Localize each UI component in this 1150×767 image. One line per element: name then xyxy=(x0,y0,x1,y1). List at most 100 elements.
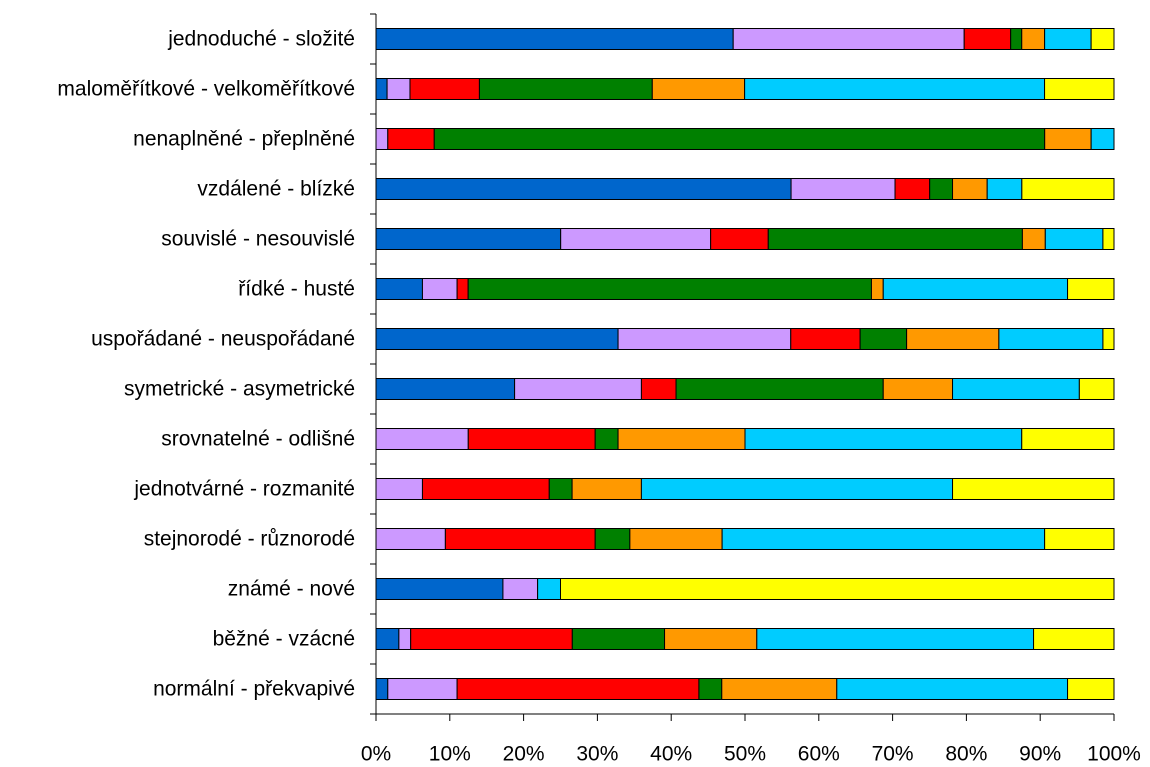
bar-segment-series-3 xyxy=(894,178,931,200)
category-label: běžné - vzácné xyxy=(213,628,355,651)
bar-segment-series-7 xyxy=(1021,178,1115,200)
bar-segment-series-5 xyxy=(617,428,746,450)
x-tick-label: 0% xyxy=(361,743,391,766)
bar-segment-series-5 xyxy=(571,478,642,500)
bar-segment-series-5 xyxy=(1021,28,1046,50)
bar-segment-series-1 xyxy=(375,178,792,200)
bar-segment-series-3 xyxy=(456,678,700,700)
tick-labels: 0% 10% 20% 30% 40% 50% 60% 70% 80% 90% 100% xyxy=(361,743,1141,766)
bar-segment-series-5 xyxy=(721,678,838,700)
bar-segment-series-6 xyxy=(744,428,1023,450)
category-label: známé - nové xyxy=(228,578,355,601)
category-label: jednoduché - složité xyxy=(167,28,355,51)
bar-segment-series-5 xyxy=(882,378,954,400)
x-tick-label: 10% xyxy=(429,743,471,766)
bar-segment-series-7 xyxy=(1044,78,1115,100)
bar-segment-series-2 xyxy=(502,578,539,600)
x-tick-label: 90% xyxy=(1019,743,1061,766)
category-label: vzdálené - blízké xyxy=(197,178,355,201)
category-label: jednotvárné - rozmanité xyxy=(133,478,355,501)
x-tick-label: 20% xyxy=(503,743,545,766)
bar-segment-series-1 xyxy=(375,628,400,650)
bar-segment-series-6 xyxy=(836,678,1069,700)
bar-segment-series-1 xyxy=(375,578,504,600)
bar-segment-series-7 xyxy=(1033,628,1115,650)
bar-segment-series-2 xyxy=(387,678,458,700)
bar-segment-series-4 xyxy=(594,428,619,450)
bar-segment-series-3 xyxy=(387,128,435,150)
bar-segment-series-3 xyxy=(410,628,573,650)
bar-segment-series-1 xyxy=(375,28,734,50)
bar-segment-series-2 xyxy=(790,178,896,200)
bars xyxy=(375,28,1115,700)
bar-segment-series-3 xyxy=(444,528,596,550)
bar-segment-series-4 xyxy=(859,328,908,350)
bar-segment-series-6 xyxy=(1044,228,1104,250)
bar-segment-series-2 xyxy=(386,78,411,100)
bar-segment-series-2 xyxy=(375,478,423,500)
category-labels: jednoduché - složité maloměřítkové - velk… xyxy=(57,28,355,701)
bar-segment-series-3 xyxy=(640,378,677,400)
bar-segment-series-6 xyxy=(744,78,1046,100)
bar-segment-series-6 xyxy=(1044,28,1092,50)
bar-segment-series-4 xyxy=(1010,28,1023,50)
bar-segment-series-7 xyxy=(1067,278,1115,300)
category-label: nenaplněné - přeplněné xyxy=(133,128,355,151)
bar-segment-series-6 xyxy=(952,378,1080,400)
bar-segment-series-1 xyxy=(375,78,388,100)
bar-segment-series-6 xyxy=(986,178,1023,200)
bar-segment-series-6 xyxy=(756,628,1035,650)
bar-segment-series-4 xyxy=(698,678,723,700)
axes xyxy=(370,13,1115,721)
x-tick-label: 50% xyxy=(724,743,766,766)
x-tick-label: 100% xyxy=(1087,743,1141,766)
bar-segment-series-6 xyxy=(1090,128,1115,150)
bar-segment-series-4 xyxy=(594,528,631,550)
category-label: symetrické - asymetrické xyxy=(124,378,355,401)
category-label: normální - překvapivé xyxy=(153,678,355,701)
bar-segment-series-4 xyxy=(433,128,1046,150)
bar-segment-series-3 xyxy=(710,228,769,250)
bar-segment-series-4 xyxy=(467,278,872,300)
bar-segment-series-4 xyxy=(548,478,573,500)
bar-segment-series-7 xyxy=(1102,328,1115,350)
bar-segment-series-4 xyxy=(675,378,884,400)
bar-segment-series-7 xyxy=(1044,528,1115,550)
bar-segment-series-3 xyxy=(790,328,861,350)
bar-segment-series-5 xyxy=(1044,128,1092,150)
bar-segment-series-5 xyxy=(1021,228,1046,250)
bar-segment-series-1 xyxy=(375,378,516,400)
bar-segment-series-3 xyxy=(963,28,1012,50)
x-tick-label: 70% xyxy=(872,743,914,766)
bar-segment-series-2 xyxy=(375,428,469,450)
x-tick-label: 30% xyxy=(576,743,618,766)
category-label: uspořádané - neuspořádané xyxy=(91,328,355,351)
category-label: řídké - husté xyxy=(238,278,355,301)
x-tick-label: 60% xyxy=(798,743,840,766)
bar-segment-series-3 xyxy=(409,78,480,100)
bar-segment-series-6 xyxy=(998,328,1104,350)
bar-segment-series-6 xyxy=(882,278,1069,300)
category-label: souvislé - nesouvislé xyxy=(161,228,355,251)
bar-segment-series-5 xyxy=(906,328,1000,350)
bar-segment-series-2 xyxy=(421,278,458,300)
bar-segment-series-3 xyxy=(456,278,469,300)
bar-segment-series-1 xyxy=(375,328,619,350)
bar-segment-series-2 xyxy=(732,28,965,50)
bar-segment-series-5 xyxy=(651,78,746,100)
x-tick-label: 80% xyxy=(945,743,987,766)
bar-segment-series-1 xyxy=(375,228,562,250)
bar-segment-series-2 xyxy=(617,328,792,350)
bar-segment-series-6 xyxy=(640,478,954,500)
bar-segment-series-7 xyxy=(1021,428,1115,450)
category-label: srovnatelné - odlišné xyxy=(161,428,355,451)
bar-segment-series-3 xyxy=(467,428,596,450)
bar-segment-series-2 xyxy=(398,628,412,650)
bar-segment-series-1 xyxy=(375,278,423,300)
bar-segment-series-2 xyxy=(514,378,642,400)
category-label: maloměřítkové - velkoměřítkové xyxy=(57,78,355,101)
bar-segment-series-7 xyxy=(1067,678,1115,700)
bar-segment-series-6 xyxy=(537,578,562,600)
bar-segment-series-3 xyxy=(421,478,550,500)
